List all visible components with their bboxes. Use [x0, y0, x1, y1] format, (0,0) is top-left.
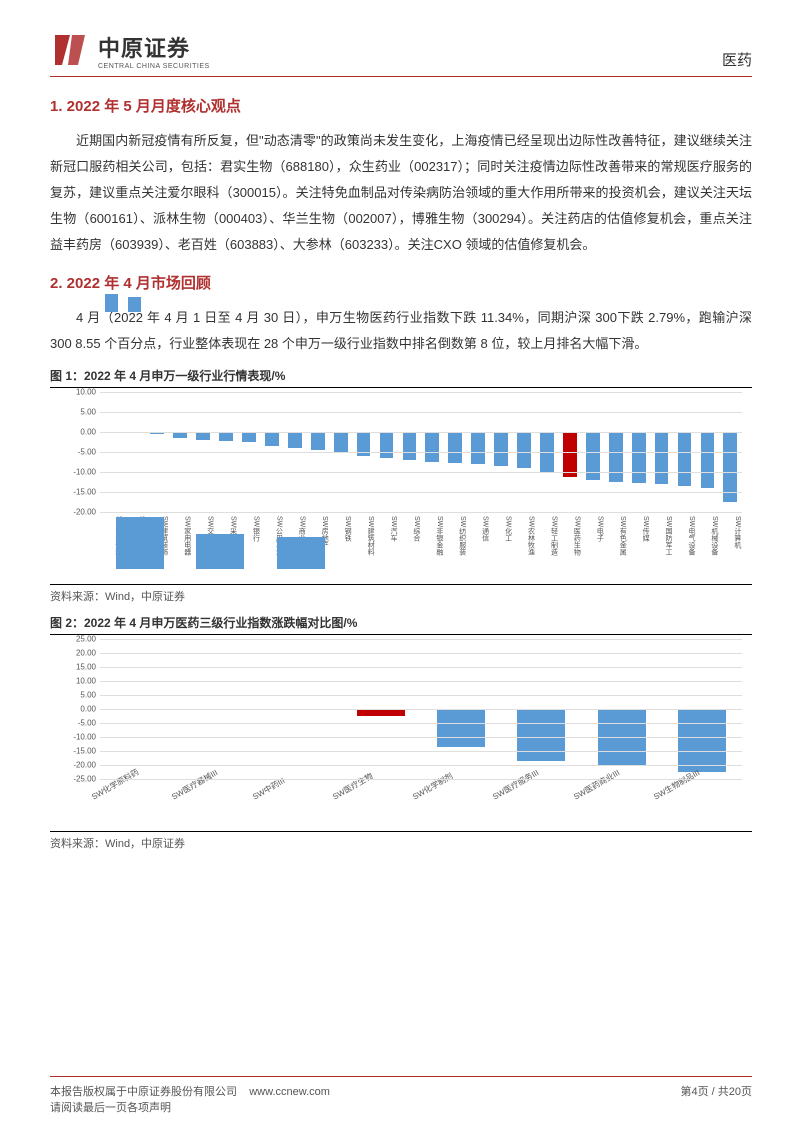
- y-tick-label: -15.00: [73, 747, 96, 756]
- category-label: SW家用电器: [169, 516, 192, 555]
- category-label: SW传媒: [627, 516, 650, 555]
- category-label: SW非银金融: [421, 516, 444, 555]
- logo-icon: [50, 30, 90, 70]
- page-header: 中原证券 CENTRAL CHINA SECURITIES 医药: [50, 30, 752, 77]
- section1-heading: 1. 2022 年 5 月月度核心观点: [50, 95, 752, 116]
- logo-text-en: CENTRAL CHINA SECURITIES: [98, 63, 210, 70]
- category-label: SW综合: [398, 516, 421, 555]
- chart2-plot: SW化学原料药SW医疗器械IIISW中药IIISW医疗生物SW化学制剂SW医疗服…: [100, 639, 742, 779]
- footer-url: www.ccnew.com: [249, 1086, 330, 1098]
- company-logo: 中原证券 CENTRAL CHINA SECURITIES: [50, 30, 210, 70]
- section2-heading: 2. 2022 年 4 月市场回顾: [50, 272, 752, 293]
- y-tick-label: -5.00: [78, 719, 96, 728]
- category-label: SW机械设备: [696, 516, 719, 555]
- chart2-title: 图 2：2022 年 4 月申万医药三级行业指数涨跌幅对比图/%: [50, 614, 752, 635]
- y-tick-label: 25.00: [76, 635, 96, 644]
- section1-paragraph: 近期国内新冠疫情有所反复，但"动态清零"的政策尚未发生变化，上海疫情已经呈现出边…: [50, 128, 752, 258]
- category-label: SW电子: [581, 516, 604, 555]
- category-label: SW轻工制造: [536, 516, 559, 555]
- footer-disclaimer: 请阅读最后一页各项声明: [50, 1102, 171, 1114]
- chart1-y-axis: -20.00-15.00-10.00-5.000.005.0010.00: [50, 392, 100, 512]
- y-tick-label: 0.00: [80, 428, 96, 437]
- category-label: SW医药生物: [558, 516, 581, 555]
- chart1-plot: SW食品饮料SW休闲服务SW建筑装饰SW家用电器SW交通运输SW采掘SW银行SW…: [100, 392, 742, 512]
- category-label: SW纺织服装: [444, 516, 467, 555]
- y-tick-label: 15.00: [76, 663, 96, 672]
- category-label: SW建筑材料: [352, 516, 375, 555]
- chart1-title: 图 1：2022 年 4 月申万一级行业行情表现/%: [50, 367, 752, 388]
- y-tick-label: 5.00: [80, 408, 96, 417]
- chart1-source: 资料来源：Wind，中原证券: [50, 584, 752, 604]
- y-tick-label: -5.00: [78, 448, 96, 457]
- sector-label: 医药: [722, 49, 752, 70]
- y-tick-label: 20.00: [76, 649, 96, 658]
- category-label: SW有色金属: [604, 516, 627, 555]
- chart2-y-axis: -25.00-20.00-15.00-10.00-5.000.005.0010.…: [50, 639, 100, 779]
- category-label: SW农林牧渔: [513, 516, 536, 555]
- chart2-categories: SW化学原料药SW医疗器械IIISW中药IIISW医疗生物SW化学制剂SW医疗服…: [100, 787, 742, 798]
- y-tick-label: -25.00: [73, 775, 96, 784]
- category-label: SW通信: [467, 516, 490, 555]
- footer-copyright: 本报告版权属于中原证券股份有限公司: [50, 1086, 237, 1098]
- y-tick-label: 10.00: [76, 677, 96, 686]
- y-tick-label: 10.00: [76, 388, 96, 397]
- category-label: SW国防军工: [650, 516, 673, 555]
- logo-text-cn: 中原证券: [98, 31, 210, 63]
- chart2-source: 资料来源：Wind，中原证券: [50, 831, 752, 851]
- category-label: SW化工: [490, 516, 513, 555]
- category-label: SW电气设备: [673, 516, 696, 555]
- y-tick-label: -15.00: [73, 488, 96, 497]
- footer-page-number: 第4页 / 共20页: [680, 1083, 752, 1115]
- category-label: SW汽车: [375, 516, 398, 555]
- y-tick-label: -20.00: [73, 761, 96, 770]
- y-tick-label: -20.00: [73, 508, 96, 517]
- y-tick-label: 0.00: [80, 705, 96, 714]
- chart2-area: -25.00 -20.00 -15.00 -10.00 -5.00 0.00 5.00 10.…: [50, 639, 752, 829]
- category-label: SW钢铁: [329, 516, 352, 555]
- category-label: SW计算机: [719, 516, 742, 555]
- y-tick-label: -10.00: [73, 733, 96, 742]
- page-footer: 本报告版权属于中原证券股份有限公司 www.ccnew.com 请阅读最后一页各…: [50, 1076, 752, 1115]
- y-tick-label: -10.00: [73, 468, 96, 477]
- section2-paragraph: 4 月（2022 年 4 月 1 日至 4 月 30 日），申万生物医药行业指数…: [50, 305, 752, 357]
- y-tick-label: 5.00: [80, 691, 96, 700]
